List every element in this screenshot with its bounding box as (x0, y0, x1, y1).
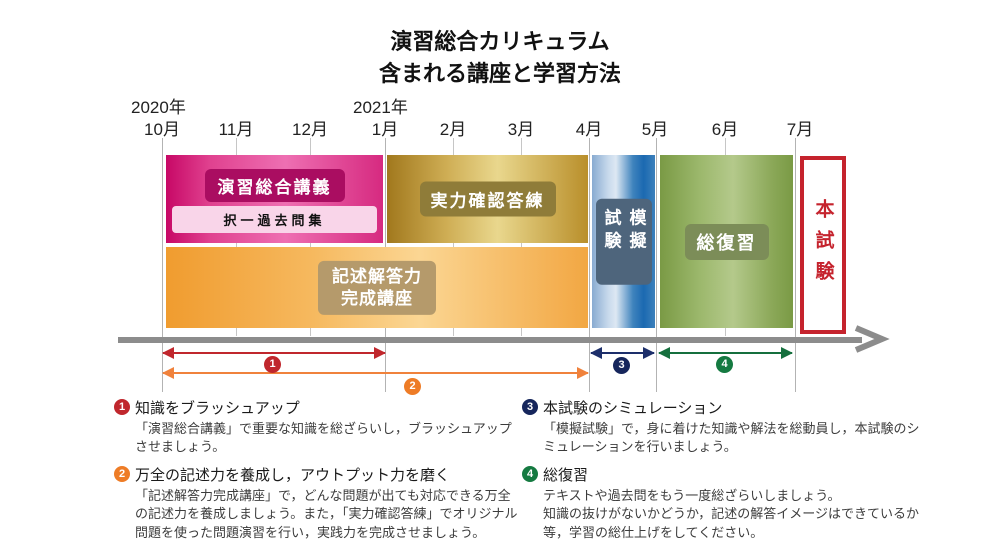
month-label: 1月 (371, 120, 399, 139)
notes-column-left: 1 知識をブラッシュアップ 「演習総合講義」で重要な知識を総ざらいし，ブラッシュ… (114, 397, 518, 549)
range-arrow-3 (590, 347, 655, 359)
range-badge-2: 2 (404, 378, 421, 395)
gridline (795, 138, 796, 392)
title-line-2: 含まれる講座と学習方法 (378, 60, 621, 86)
month-label: 6月 (711, 120, 739, 139)
note-3: 3 本試験のシミュレーション 「模擬試験」で，身に着けた知識や解法を総動員し，本… (522, 397, 922, 457)
title-line-1: 演習総合カリキュラム (390, 29, 610, 54)
month-label: 10月 (144, 120, 180, 139)
month-label: 4月 (575, 120, 603, 139)
note-2: 2 万全の記述力を養成し，アウトプット力を磨く 「記述解答力完成講座」で，どんな… (114, 464, 518, 542)
year-label-2021: 2021年 (353, 98, 408, 117)
range-badge-3: 3 (613, 357, 630, 374)
note-1-badge: 1 (114, 399, 130, 415)
note-1: 1 知識をブラッシュアップ 「演習総合講義」で重要な知識を総ざらいし，ブラッシュ… (114, 397, 518, 457)
gridline (162, 138, 163, 392)
notes-column-right: 3 本試験のシミュレーション 「模擬試験」で，身に着けた知識や解法を総動員し，本… (522, 397, 922, 549)
bar-label-kijutsu-kaitoryoku: 記述解答力 完成講座 (318, 260, 436, 315)
bar-so-fukushu: 総復習 (660, 155, 793, 328)
month-label: 5月 (641, 120, 669, 139)
note-3-badge: 3 (522, 399, 538, 415)
note-4-body: テキストや過去問をもう一度総ざらいしましょう。 知識の抜けがないかどうか，記述の… (543, 487, 919, 540)
note-1-body: 「演習総合講義」で重要な知識を総ざらいし，ブラッシュアップさせましょう。 (135, 421, 512, 455)
range-arrow-2 (162, 367, 589, 379)
note-3-title: 本試験のシミュレーション (543, 400, 723, 417)
note-2-body: 「記述解答力完成講座」で，どんな問題が出ても対応できる万全の記述力を養成しましょ… (135, 487, 518, 540)
range-arrow-1 (162, 347, 386, 359)
month-label: 11月 (218, 120, 254, 139)
bar-mogi-shiken: 模擬試験 (592, 155, 655, 328)
gridline (589, 138, 590, 392)
note-4-badge: 4 (522, 465, 538, 482)
bar-enshu-sogo-kogi: 演習総合講義 択一過去問集 (166, 155, 383, 243)
note-2-head: 2 万全の記述力を養成し，アウトプット力を磨く (114, 464, 518, 485)
month-label: 2月 (439, 120, 467, 139)
note-4-head: 4 総復習 (522, 464, 922, 485)
axis-arrow-icon (854, 325, 890, 353)
gridline (656, 138, 657, 392)
note-4-title: 総復習 (543, 466, 589, 484)
page-title: 演習総合カリキュラム 含まれる講座と学習方法 (0, 26, 1000, 90)
range-badge-4: 4 (716, 356, 733, 373)
bar-jitsuryoku-kakunin: 実力確認答練 (387, 155, 588, 243)
bar-sublabel-takuitsu-kakomon: 択一過去問集 (172, 206, 377, 233)
note-1-head: 1 知識をブラッシュアップ (114, 397, 518, 418)
month-label: 12月 (292, 120, 328, 139)
bar-label-enshu-sogo-kogi: 演習総合講義 (204, 169, 345, 202)
bar-kijutsu-kaitoryoku: 記述解答力 完成講座 (166, 247, 588, 328)
note-3-body: 「模擬試験」で，身に着けた知識や解法を総動員し，本試験のシミュレーションを行いま… (543, 421, 920, 455)
note-3-head: 3 本試験のシミュレーション (522, 397, 922, 418)
note-2-title: 万全の記述力を養成し，アウトプット力を磨く (135, 466, 451, 484)
timeline-axis (118, 337, 862, 343)
bar-label-so-fukushu: 総復習 (684, 223, 769, 260)
note-2-badge: 2 (114, 465, 130, 482)
bar-label-mogi-shiken: 模擬試験 (595, 198, 652, 285)
box-hon-shiken: 本試験 (800, 156, 846, 334)
month-label: 3月 (507, 120, 535, 139)
range-badge-1: 1 (264, 356, 281, 373)
year-label-2020: 2020年 (131, 98, 186, 117)
range-arrow-4 (658, 347, 793, 359)
bar-label-jitsuryoku-kakunin: 実力確認答練 (419, 181, 556, 217)
bar-label-hon-shiken: 本試験 (812, 198, 834, 292)
note-1-title: 知識をブラッシュアップ (135, 400, 300, 417)
month-label: 7月 (786, 120, 814, 139)
note-4: 4 総復習 テキストや過去問をもう一度総ざらいしましょう。 知識の抜けがないかど… (522, 464, 922, 542)
